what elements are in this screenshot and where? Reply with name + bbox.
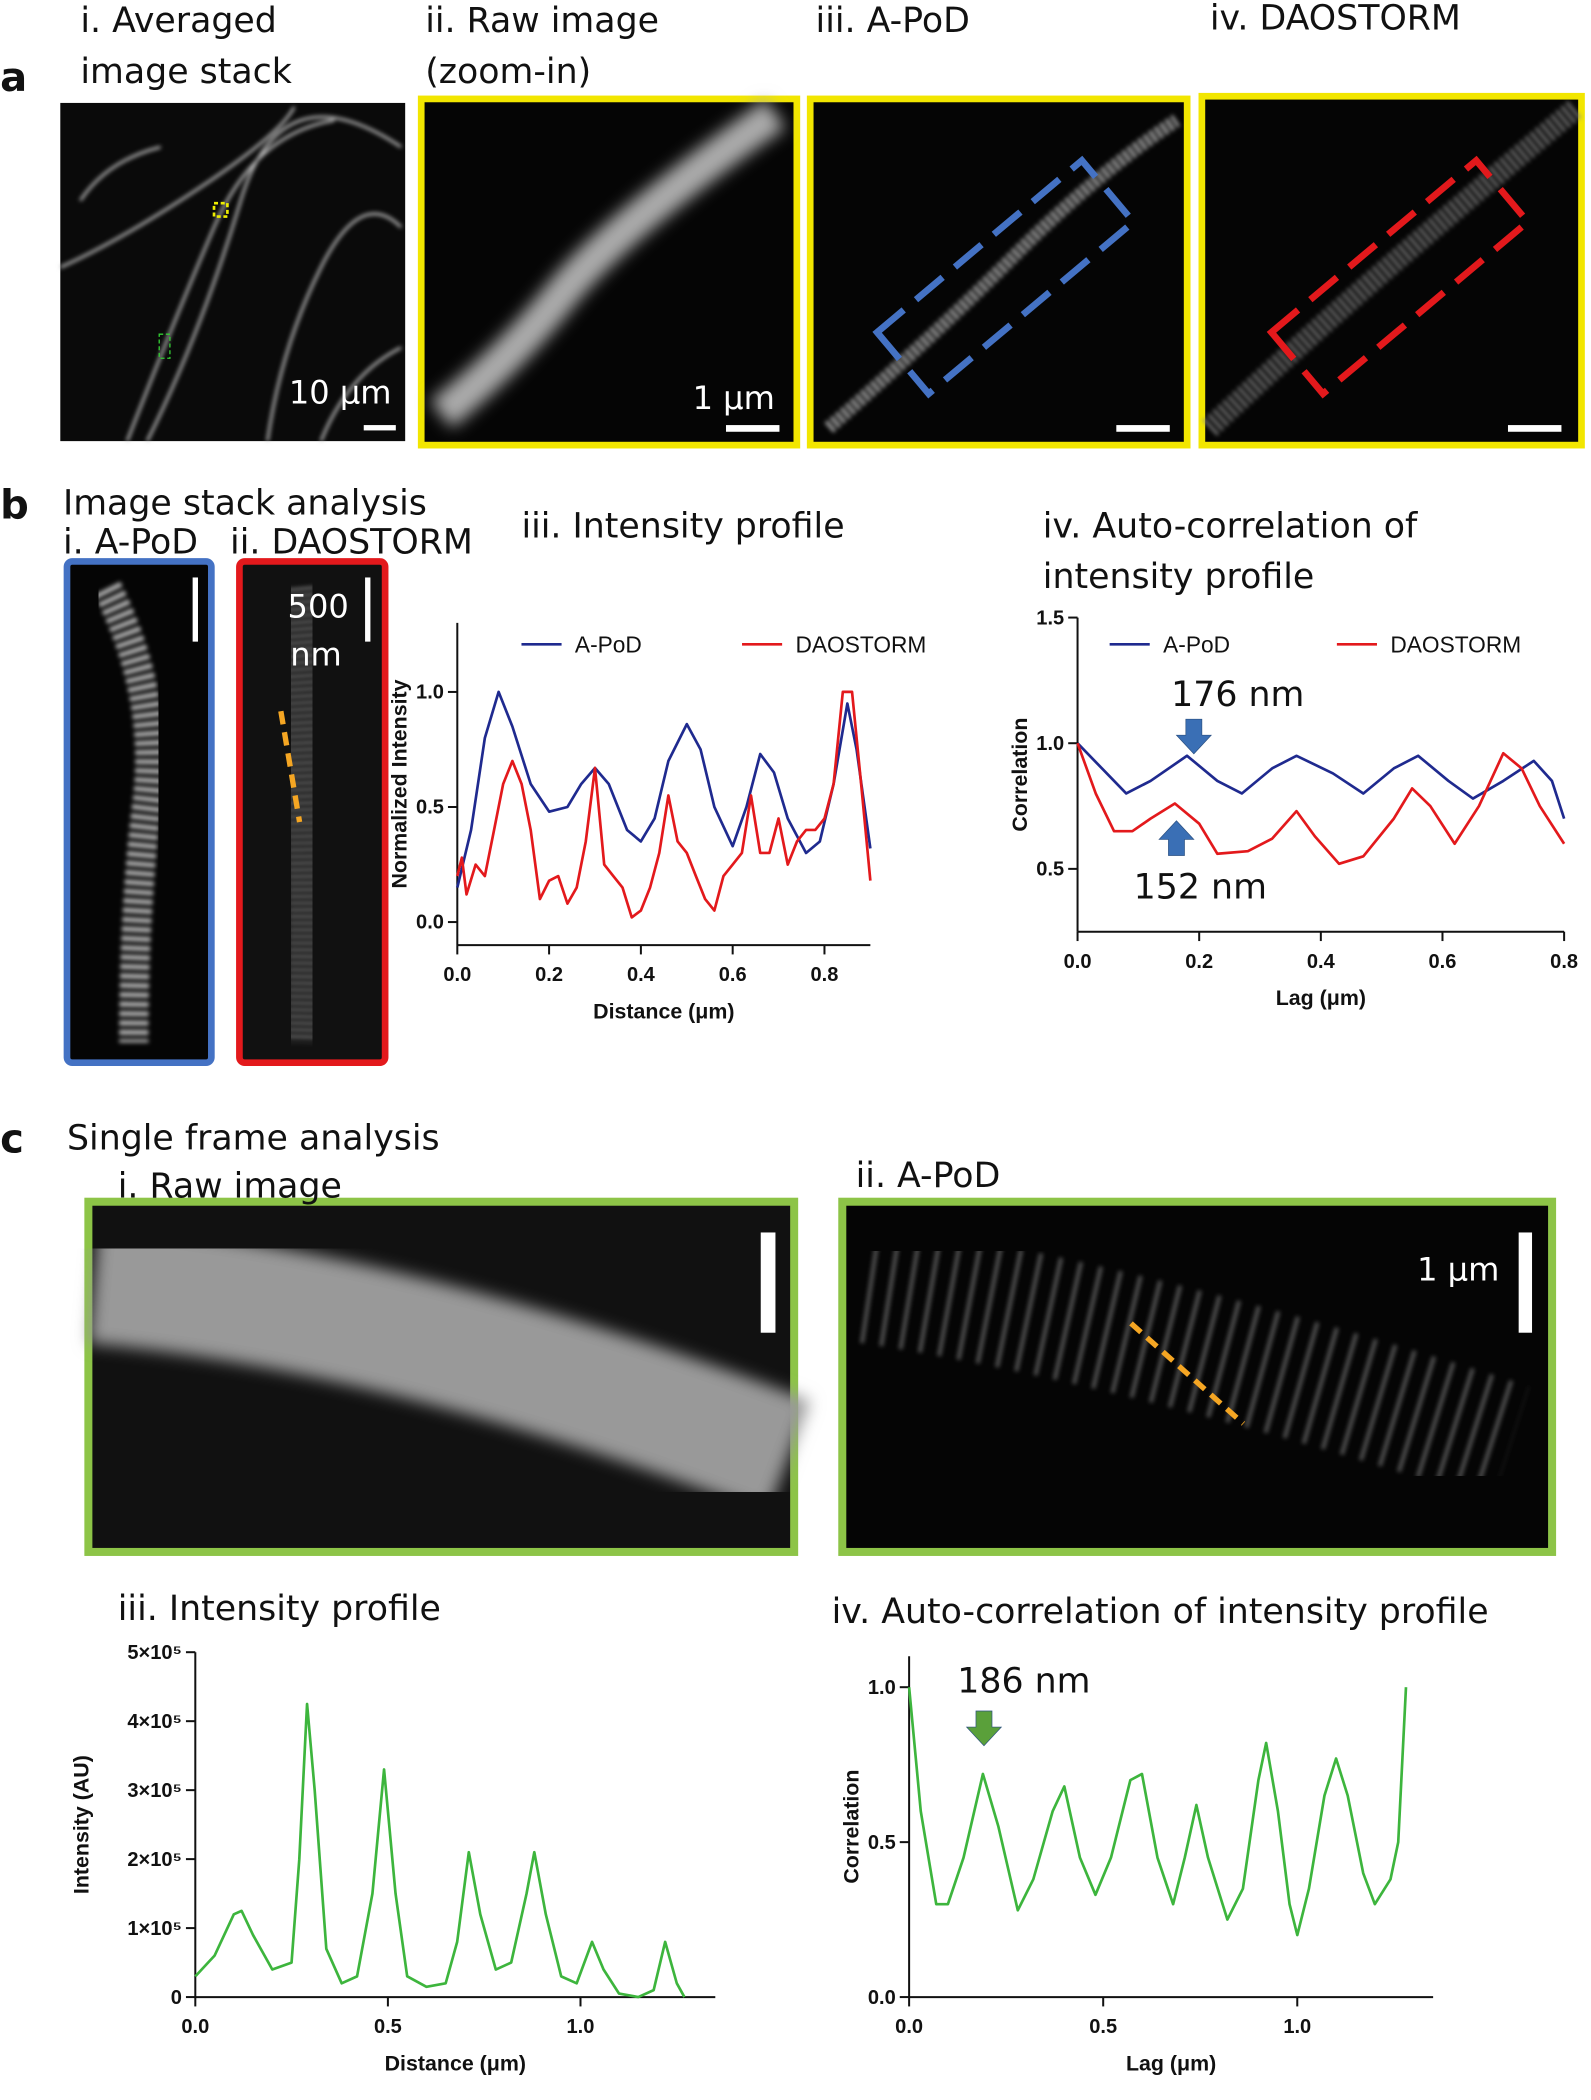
image-caption: image stack <box>80 52 292 92</box>
x-tick-label: 0.5 <box>1089 2016 1117 2038</box>
x-tick-label: 1.0 <box>567 2016 595 2038</box>
chart-title: iv. Auto-correlation of intensity profil… <box>832 1592 1489 1632</box>
x-tick-label: 0.2 <box>535 964 563 986</box>
data-line <box>1076 742 1566 820</box>
y-tick-label: 3×10⁵ <box>127 1780 182 1802</box>
legend-label: DAOSTORM <box>1390 631 1521 657</box>
y-axis-label: Correlation <box>1008 718 1032 832</box>
x-tick-label: 0.8 <box>1550 951 1578 973</box>
y-tick-label: 0.5 <box>1036 859 1064 881</box>
y-tick-label: 1.0 <box>868 1677 896 1699</box>
scalebar-label: 1 μm <box>693 379 775 417</box>
x-tick-label: 0.5 <box>374 2016 402 2038</box>
panel-letter: b <box>0 483 29 529</box>
x-axis-label: Distance (μm) <box>385 2052 526 2076</box>
annotation-arrow <box>1175 718 1212 755</box>
x-tick-label: 0.4 <box>627 964 656 986</box>
section-heading: Single frame analysis <box>67 1119 440 1159</box>
y-tick-label: 0.0 <box>416 912 444 934</box>
annotation: 176 nm <box>1171 675 1304 715</box>
image-caption: i. Averaged <box>80 1 277 41</box>
x-tick-label: 0.0 <box>1064 951 1092 973</box>
x-tick-label: 0.0 <box>181 2016 209 2038</box>
image-c-ii <box>838 1197 1557 1556</box>
x-tick-label: 0.2 <box>1185 951 1213 973</box>
y-axis-label: Intensity (AU) <box>69 1755 93 1894</box>
image-a-iii <box>806 95 1191 449</box>
y-tick-label: 2×10⁵ <box>127 1849 182 1871</box>
section-heading: Image stack analysis <box>63 484 427 524</box>
y-tick-label: 1.5 <box>1036 607 1064 629</box>
chart-title: iv. Auto-correlation of <box>1043 506 1418 546</box>
scalebar-label: nm <box>290 636 342 674</box>
y-tick-label: 1.0 <box>416 682 444 704</box>
x-tick-label: 0.0 <box>443 964 471 986</box>
y-tick-label: 5×10⁵ <box>127 1642 182 1664</box>
x-tick-label: 0.0 <box>895 2016 923 2038</box>
image-caption: (zoom-in) <box>425 52 591 92</box>
scalebar-label: 10 μm <box>289 374 392 412</box>
y-tick-label: 4×10⁵ <box>127 1711 182 1733</box>
y-tick-label: 0.5 <box>868 1832 896 1854</box>
image-a-ii <box>417 95 801 449</box>
image-caption: iv. DAOSTORM <box>1210 0 1461 38</box>
chart-title: iii. Intensity profile <box>521 506 844 546</box>
legend-label: A-PoD <box>1163 631 1230 657</box>
image-caption: i. A-PoD <box>63 522 198 562</box>
chart-title: intensity profile <box>1043 557 1314 597</box>
x-tick-label: 0.6 <box>719 964 747 986</box>
x-tick-label: 0.8 <box>811 964 839 986</box>
scalebar-label: 500 <box>288 588 349 626</box>
x-tick-label: 0.4 <box>1307 951 1336 973</box>
annotation: 186 nm <box>957 1661 1090 1701</box>
annotation-arrow <box>965 1710 1003 1747</box>
y-tick-label: 0.5 <box>416 797 444 819</box>
chart-title: iii. Intensity profile <box>118 1589 441 1629</box>
data-line <box>194 1702 686 1999</box>
data-line <box>456 690 872 888</box>
panel-letter: c <box>0 1116 24 1162</box>
y-tick-label: 0.0 <box>868 1987 896 2009</box>
image-caption: ii. Raw image <box>425 1 659 41</box>
scalebar-label: 1 μm <box>1417 1251 1499 1289</box>
image-caption: ii. DAOSTORM <box>230 522 473 562</box>
image-a-i <box>59 102 406 442</box>
x-axis-label: Distance (μm) <box>593 1000 734 1024</box>
annotation: 152 nm <box>1134 867 1267 907</box>
legend-label: A-PoD <box>575 631 642 657</box>
y-tick-label: 1.0 <box>1036 733 1064 755</box>
y-tick-label: 1×10⁵ <box>127 1918 182 1940</box>
data-line <box>456 690 872 919</box>
data-line <box>1076 742 1566 866</box>
image-caption: iii. A-PoD <box>816 1 970 41</box>
legend-label: DAOSTORM <box>796 631 927 657</box>
image-caption: i. Raw image <box>118 1167 342 1207</box>
image-a-iv <box>1198 92 1585 449</box>
x-axis-label: Lag (μm) <box>1276 986 1366 1010</box>
image-b-ii <box>236 558 389 1067</box>
data-line <box>907 1687 1408 1937</box>
image-b-i <box>63 558 215 1067</box>
x-tick-label: 1.0 <box>1283 2016 1311 2038</box>
panel-letter: a <box>0 55 27 101</box>
x-tick-label: 0.6 <box>1429 951 1457 973</box>
x-axis-label: Lag (μm) <box>1126 2052 1216 2076</box>
annotation-arrow <box>1158 820 1195 856</box>
image-c-i <box>84 1197 811 1556</box>
y-axis-label: Correlation <box>839 1770 863 1884</box>
image-caption: ii. A-PoD <box>856 1156 1001 1196</box>
y-axis-label: Normalized Intensity <box>388 679 412 888</box>
y-tick-label: 0 <box>171 1987 182 2009</box>
